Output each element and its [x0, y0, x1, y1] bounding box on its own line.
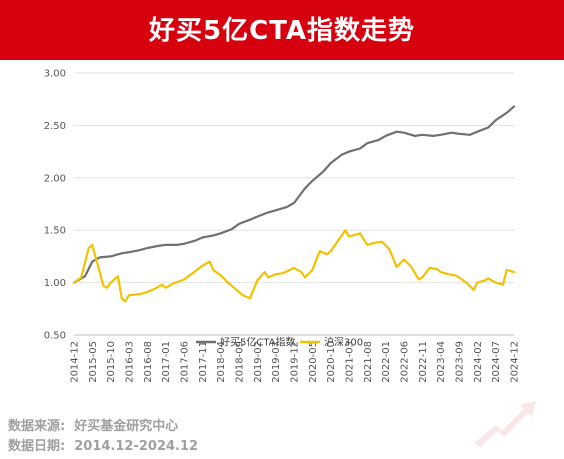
x-tick-label: 2020-10: [326, 341, 337, 383]
x-tick-label: 2016-08: [143, 341, 154, 383]
y-tick-label: 3.00: [44, 69, 66, 80]
x-tick-label: 2024-07: [491, 341, 502, 383]
x-tick-label: 2021-08: [363, 341, 374, 383]
x-axis: 2014-12 2015-05 2015-10 2016-03 2016-08 2017-…: [70, 341, 521, 383]
chart-title: 好买5亿CTA指数走势: [148, 16, 415, 46]
y-tick-label: 0.50: [44, 331, 66, 342]
legend: 好买5亿CTA指数 沪深300: [196, 336, 363, 349]
grid-lines: [74, 72, 514, 336]
x-tick-label: 2017-06: [180, 341, 191, 383]
y-tick-label: 1.00: [44, 278, 66, 289]
x-tick-label: 2022-06: [400, 341, 411, 383]
x-tick-label: 2018-09: [235, 341, 246, 383]
x-tick-label: 2016-03: [125, 341, 136, 383]
brand-watermark-icon: [474, 401, 536, 447]
x-tick-label: 2020-05: [308, 341, 319, 383]
data-source: 数据来源: 好买基金研究中心: [8, 415, 178, 434]
x-tick-label: 2023-04: [436, 341, 447, 383]
x-tick-label: 2015-05: [88, 341, 99, 383]
series-line-csi300: [72, 229, 516, 303]
y-tick-label: 2.00: [44, 173, 66, 184]
x-tick-label: 2021-03: [345, 341, 356, 383]
series-lines: [72, 105, 516, 303]
x-tick-label: 2014-12: [70, 341, 81, 383]
x-tick-label: 2023-09: [455, 341, 466, 383]
date-value: 2014.12-2024.12: [74, 439, 199, 454]
x-tick-label: 2015-10: [106, 341, 117, 383]
x-tick-label: 2022-11: [418, 341, 429, 383]
x-tick-label: 2019-12: [290, 341, 301, 383]
x-tick-label: 2017-11: [198, 341, 209, 383]
x-tick-label: 2022-01: [381, 341, 392, 383]
series-line-cta-index: [72, 105, 516, 284]
title-banner: 好买5亿CTA指数走势: [0, 0, 564, 60]
source-value: 好买基金研究中心: [74, 419, 179, 434]
x-tick-label: 2018-04: [216, 341, 227, 383]
date-label: 数据日期:: [8, 439, 66, 454]
x-tick-label: 2017-01: [161, 341, 172, 383]
y-tick-label: 2.50: [44, 121, 66, 132]
x-tick-label: 2024-12: [510, 341, 521, 383]
x-tick-label: 2019-02: [253, 341, 264, 383]
y-axis: 0.50 1.00 1.50 2.00 2.50 3.00: [44, 69, 66, 342]
x-tick-label: 2019-07: [271, 341, 282, 383]
data-date: 数据日期: 2014.12-2024.12: [8, 435, 198, 454]
legend-label: 沪深300: [324, 336, 363, 349]
source-label: 数据来源:: [8, 419, 66, 434]
x-tick-label: 2024-02: [473, 341, 484, 383]
y-tick-label: 1.50: [44, 226, 66, 237]
line-chart: 0.501.001.502.002.503.00 2014-12 2015-05 2…: [44, 69, 521, 383]
legend-label: 好买5亿CTA指数: [220, 336, 296, 349]
